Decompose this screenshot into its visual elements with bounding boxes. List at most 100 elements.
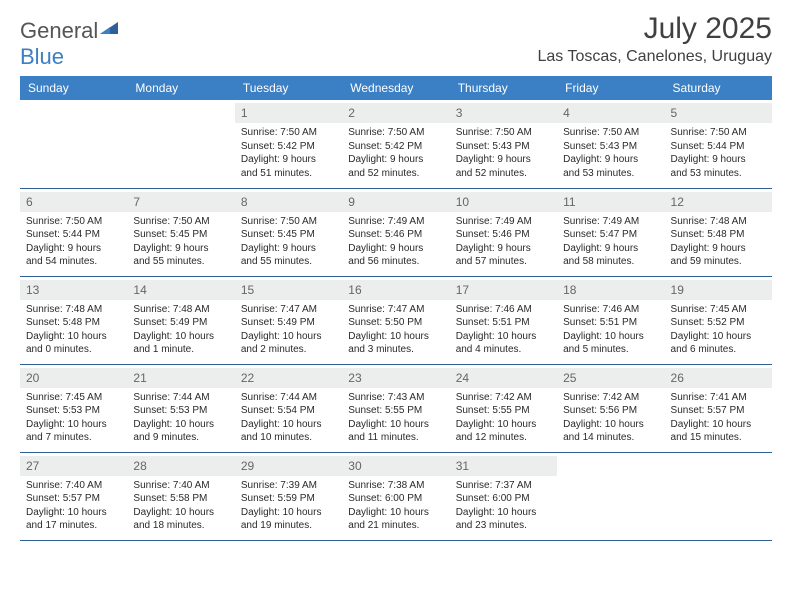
day-number: 27: [20, 456, 127, 476]
cell-line: Daylight: 10 hours: [563, 330, 658, 344]
cell-line: and 6 minutes.: [671, 343, 766, 357]
cell-line: Sunset: 5:58 PM: [133, 492, 228, 506]
cell-line: Daylight: 10 hours: [26, 506, 121, 520]
day-number: 9: [342, 192, 449, 212]
cell-line: Sunrise: 7:50 AM: [241, 215, 336, 229]
calendar-cell: 26Sunrise: 7:41 AMSunset: 5:57 PMDayligh…: [665, 364, 772, 452]
cell-line: Sunset: 5:44 PM: [26, 228, 121, 242]
cell-line: Sunset: 5:42 PM: [348, 140, 443, 154]
calendar-cell: 31Sunrise: 7:37 AMSunset: 6:00 PMDayligh…: [450, 452, 557, 540]
cell-line: Sunset: 5:59 PM: [241, 492, 336, 506]
cell-line: and 59 minutes.: [671, 255, 766, 269]
cell-line: Daylight: 9 hours: [241, 153, 336, 167]
cell-line: Sunset: 6:00 PM: [456, 492, 551, 506]
cell-line: Daylight: 10 hours: [563, 418, 658, 432]
cell-line: Daylight: 9 hours: [563, 153, 658, 167]
cell-line: Sunset: 5:45 PM: [241, 228, 336, 242]
day-number: 30: [342, 456, 449, 476]
calendar-cell: 21Sunrise: 7:44 AMSunset: 5:53 PMDayligh…: [127, 364, 234, 452]
calendar-cell: 13Sunrise: 7:48 AMSunset: 5:48 PMDayligh…: [20, 276, 127, 364]
cell-line: Sunset: 5:45 PM: [133, 228, 228, 242]
cell-line: Daylight: 9 hours: [671, 153, 766, 167]
day-number: 1: [235, 103, 342, 123]
cell-content: Sunrise: 7:48 AMSunset: 5:49 PMDaylight:…: [133, 303, 228, 357]
cell-line: and 15 minutes.: [671, 431, 766, 445]
day-number: 19: [665, 280, 772, 300]
cell-line: Daylight: 9 hours: [671, 242, 766, 256]
calendar-cell: 8Sunrise: 7:50 AMSunset: 5:45 PMDaylight…: [235, 188, 342, 276]
cell-line: and 4 minutes.: [456, 343, 551, 357]
cell-line: and 18 minutes.: [133, 519, 228, 533]
calendar-cell: 25Sunrise: 7:42 AMSunset: 5:56 PMDayligh…: [557, 364, 664, 452]
day-number: 10: [450, 192, 557, 212]
cell-line: Daylight: 10 hours: [348, 418, 443, 432]
cell-line: Daylight: 9 hours: [456, 153, 551, 167]
cell-content: Sunrise: 7:50 AMSunset: 5:42 PMDaylight:…: [348, 126, 443, 180]
cell-content: Sunrise: 7:40 AMSunset: 5:58 PMDaylight:…: [133, 479, 228, 533]
cell-line: Daylight: 9 hours: [563, 242, 658, 256]
calendar-cell: [127, 100, 234, 188]
cell-content: Sunrise: 7:45 AMSunset: 5:53 PMDaylight:…: [26, 391, 121, 445]
day-number: 15: [235, 280, 342, 300]
cell-line: and 9 minutes.: [133, 431, 228, 445]
cell-line: Daylight: 10 hours: [241, 330, 336, 344]
cell-line: Sunset: 5:55 PM: [456, 404, 551, 418]
day-header: Sunday: [20, 76, 127, 100]
cell-line: Sunrise: 7:50 AM: [133, 215, 228, 229]
cell-line: Sunset: 5:55 PM: [348, 404, 443, 418]
cell-line: Sunrise: 7:45 AM: [671, 303, 766, 317]
cell-content: Sunrise: 7:47 AMSunset: 5:50 PMDaylight:…: [348, 303, 443, 357]
title-block: July 2025 Las Toscas, Canelones, Uruguay: [537, 12, 772, 66]
day-header: Friday: [557, 76, 664, 100]
day-header: Saturday: [665, 76, 772, 100]
cell-content: Sunrise: 7:43 AMSunset: 5:55 PMDaylight:…: [348, 391, 443, 445]
calendar-cell: 4Sunrise: 7:50 AMSunset: 5:43 PMDaylight…: [557, 100, 664, 188]
cell-line: Daylight: 10 hours: [456, 330, 551, 344]
cell-line: Sunrise: 7:44 AM: [133, 391, 228, 405]
cell-line: Sunset: 5:46 PM: [348, 228, 443, 242]
calendar-cell: 6Sunrise: 7:50 AMSunset: 5:44 PMDaylight…: [20, 188, 127, 276]
cell-line: Daylight: 10 hours: [348, 330, 443, 344]
calendar-cell: 14Sunrise: 7:48 AMSunset: 5:49 PMDayligh…: [127, 276, 234, 364]
cell-line: Sunset: 5:48 PM: [26, 316, 121, 330]
calendar-cell: 29Sunrise: 7:39 AMSunset: 5:59 PMDayligh…: [235, 452, 342, 540]
cell-line: Daylight: 9 hours: [456, 242, 551, 256]
cell-content: Sunrise: 7:38 AMSunset: 6:00 PMDaylight:…: [348, 479, 443, 533]
cell-line: Sunrise: 7:50 AM: [456, 126, 551, 140]
calendar-week-row: 20 Sunrise: 7:45 AMSunset: 5:53 PMDayligh…: [20, 364, 772, 452]
cell-line: Sunrise: 7:50 AM: [348, 126, 443, 140]
cell-line: and 52 minutes.: [348, 167, 443, 181]
logo-text: General Blue: [20, 18, 120, 70]
calendar-cell: 22Sunrise: 7:44 AMSunset: 5:54 PMDayligh…: [235, 364, 342, 452]
cell-line: Daylight: 9 hours: [348, 153, 443, 167]
calendar-cell: 20 Sunrise: 7:45 AMSunset: 5:53 PMDayligh…: [20, 364, 127, 452]
calendar-cell: 15Sunrise: 7:47 AMSunset: 5:49 PMDayligh…: [235, 276, 342, 364]
cell-line: Daylight: 9 hours: [348, 242, 443, 256]
calendar-cell: 28Sunrise: 7:40 AMSunset: 5:58 PMDayligh…: [127, 452, 234, 540]
cell-line: and 56 minutes.: [348, 255, 443, 269]
calendar-cell: 12Sunrise: 7:48 AMSunset: 5:48 PMDayligh…: [665, 188, 772, 276]
cell-line: and 52 minutes.: [456, 167, 551, 181]
cell-content: Sunrise: 7:50 AMSunset: 5:44 PMDaylight:…: [26, 215, 121, 269]
day-number: 18: [557, 280, 664, 300]
cell-line: Sunrise: 7:42 AM: [456, 391, 551, 405]
cell-content: Sunrise: 7:49 AMSunset: 5:47 PMDaylight:…: [563, 215, 658, 269]
cell-line: and 54 minutes.: [26, 255, 121, 269]
cell-line: and 12 minutes.: [456, 431, 551, 445]
cell-line: Daylight: 10 hours: [26, 330, 121, 344]
calendar-cell: 17Sunrise: 7:46 AMSunset: 5:51 PMDayligh…: [450, 276, 557, 364]
day-number: 17: [450, 280, 557, 300]
cell-line: Sunrise: 7:50 AM: [241, 126, 336, 140]
cell-line: Sunset: 5:51 PM: [456, 316, 551, 330]
calendar-cell: 24Sunrise: 7:42 AMSunset: 5:55 PMDayligh…: [450, 364, 557, 452]
cell-line: Daylight: 10 hours: [671, 418, 766, 432]
cell-line: and 0 minutes.: [26, 343, 121, 357]
day-number: 20: [20, 368, 127, 388]
cell-line: and 19 minutes.: [241, 519, 336, 533]
cell-content: Sunrise: 7:44 AMSunset: 5:54 PMDaylight:…: [241, 391, 336, 445]
day-number: 16: [342, 280, 449, 300]
day-number: 11: [557, 192, 664, 212]
cell-line: Daylight: 10 hours: [133, 506, 228, 520]
calendar-cell: 16 Sunrise: 7:47 AMSunset: 5:50 PMDayligh…: [342, 276, 449, 364]
day-number: 13: [20, 280, 127, 300]
